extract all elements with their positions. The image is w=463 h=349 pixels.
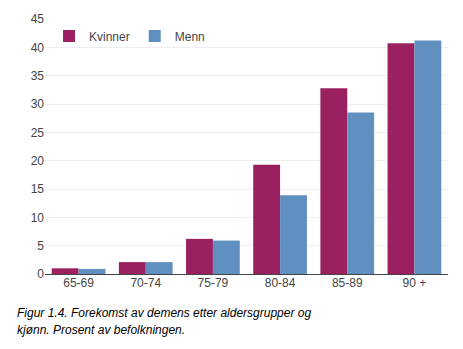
svg-text:25: 25	[31, 126, 45, 140]
svg-text:65-69: 65-69	[63, 276, 94, 290]
svg-text:70-74: 70-74	[130, 276, 161, 290]
svg-text:80-84: 80-84	[265, 276, 296, 290]
svg-text:35: 35	[31, 69, 45, 83]
svg-text:10: 10	[31, 211, 45, 225]
svg-text:5: 5	[37, 239, 44, 253]
svg-text:Figur 1.4. Forekomst av demens: Figur 1.4. Forekomst av demens etter ald…	[17, 306, 311, 320]
svg-text:0: 0	[37, 267, 44, 281]
svg-text:45: 45	[31, 12, 45, 26]
svg-text:kjønn. Prosent av befolkningen: kjønn. Prosent av befolkningen.	[17, 323, 185, 337]
svg-text:Kvinner: Kvinner	[89, 30, 130, 44]
svg-text:90 +: 90 +	[403, 276, 427, 290]
svg-text:40: 40	[31, 41, 45, 55]
svg-text:30: 30	[31, 97, 45, 111]
svg-text:15: 15	[31, 182, 45, 196]
svg-text:85-89: 85-89	[332, 276, 363, 290]
svg-text:20: 20	[31, 154, 45, 168]
svg-text:Menn: Menn	[175, 30, 205, 44]
svg-text:75-79: 75-79	[198, 276, 229, 290]
